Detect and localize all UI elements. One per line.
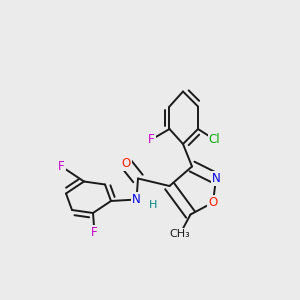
Text: N: N	[132, 193, 141, 206]
Text: F: F	[58, 160, 65, 173]
Text: Cl: Cl	[209, 133, 220, 146]
Text: O: O	[122, 157, 130, 170]
Text: CH₃: CH₃	[169, 229, 190, 239]
Text: F: F	[91, 226, 98, 239]
Text: N: N	[212, 172, 220, 185]
Text: H: H	[149, 200, 157, 211]
Text: O: O	[208, 196, 217, 209]
Text: F: F	[148, 133, 155, 146]
